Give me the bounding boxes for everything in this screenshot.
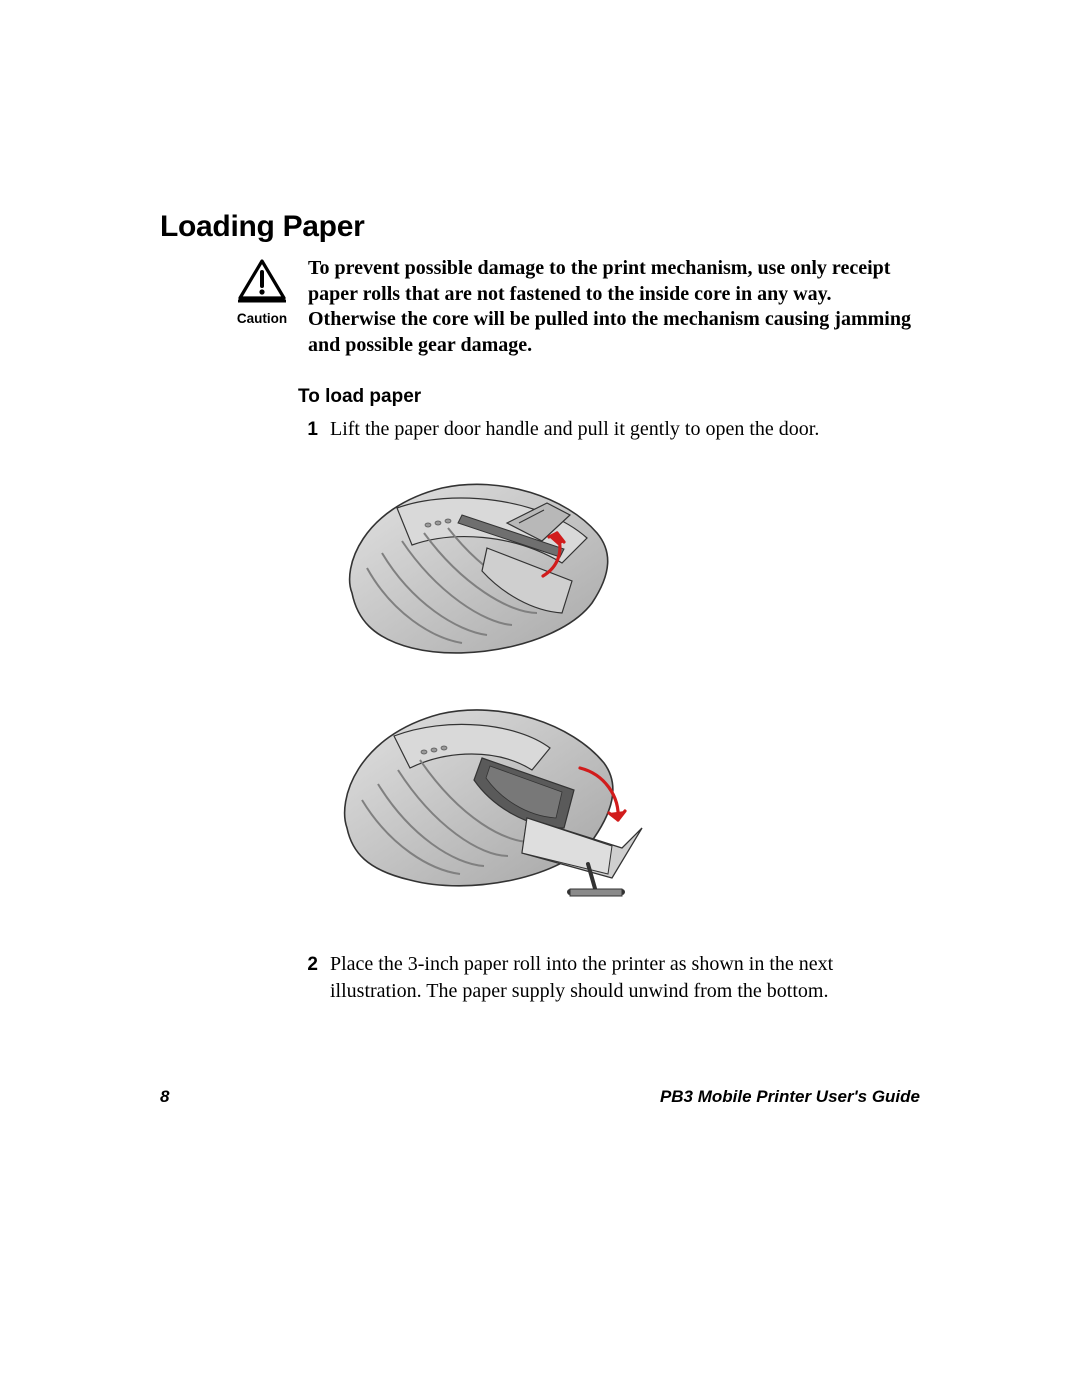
step-text: Place the 3-inch paper roll into the pri… xyxy=(330,951,920,1005)
page-number: 8 xyxy=(160,1087,169,1107)
caution-icon-column: Caution xyxy=(234,256,290,326)
procedure: To load paper 1 Lift the paper door hand… xyxy=(298,386,920,1005)
step-number: 2 xyxy=(298,951,318,1005)
page-content: Loading Paper Caution To prevent possibl… xyxy=(160,210,920,1009)
caution-label: Caution xyxy=(237,311,287,326)
page-footer: 8 PB3 Mobile Printer User's Guide xyxy=(160,1087,920,1107)
caution-block: Caution To prevent possible damage to th… xyxy=(234,256,920,358)
step-row: 2 Place the 3-inch paper roll into the p… xyxy=(298,951,920,1005)
printer-door-open-illustration xyxy=(312,915,712,932)
warning-icon xyxy=(236,258,288,309)
step-row: 1 Lift the paper door handle and pull it… xyxy=(298,416,920,443)
section-title: Loading Paper xyxy=(160,210,920,244)
caution-text: To prevent possible damage to the print … xyxy=(308,256,920,358)
step-number: 1 xyxy=(298,416,318,443)
printer-lift-handle-illustration xyxy=(312,660,652,677)
figure-group xyxy=(312,453,920,933)
procedure-title: To load paper xyxy=(298,386,920,408)
doc-title: PB3 Mobile Printer User's Guide xyxy=(660,1087,920,1107)
step-text: Lift the paper door handle and pull it g… xyxy=(330,416,920,443)
